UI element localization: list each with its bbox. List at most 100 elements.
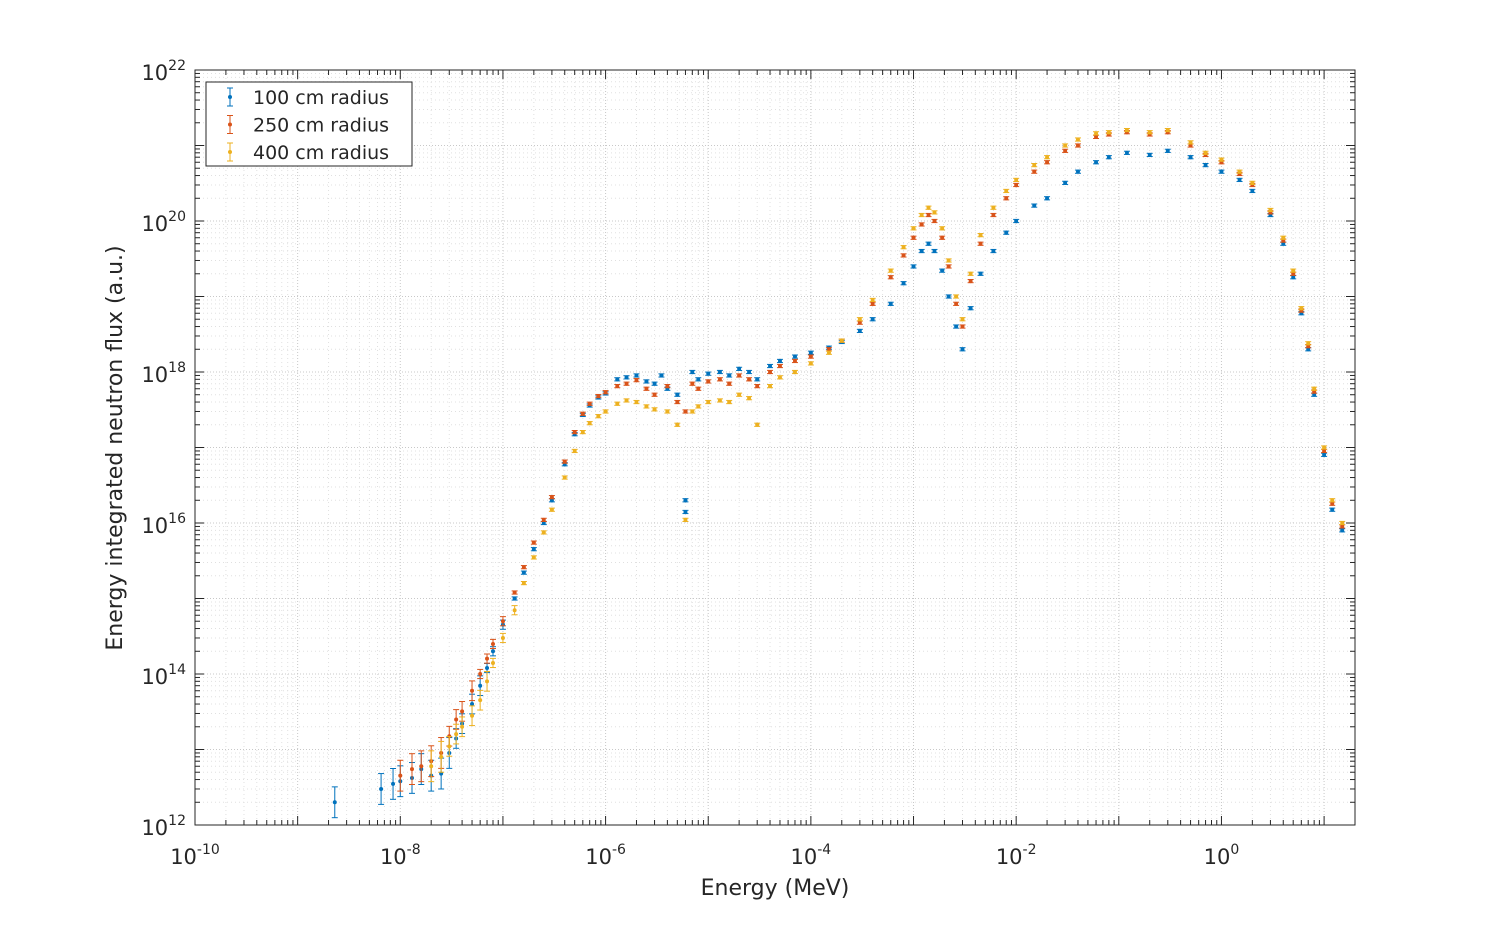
data-point [511, 596, 518, 601]
data-marker [580, 411, 585, 416]
data-marker [419, 764, 424, 769]
data-point [925, 241, 932, 246]
data-marker [747, 396, 752, 401]
data-point [856, 328, 863, 334]
data-marker [644, 404, 649, 409]
data-point [614, 377, 621, 382]
data-marker [727, 381, 732, 386]
data-marker [1237, 169, 1242, 174]
data-point [477, 668, 484, 680]
data-point [900, 253, 907, 258]
data-point [579, 411, 586, 416]
data-marker [512, 596, 517, 601]
data-point [1249, 188, 1256, 194]
data-marker [644, 379, 649, 384]
data-point [1218, 169, 1225, 174]
data-marker [926, 205, 931, 210]
data-point [1321, 445, 1328, 450]
data-point [1187, 155, 1194, 160]
data-point [967, 278, 974, 284]
data-marker [500, 619, 505, 624]
x-axis-title: Energy (MeV) [701, 876, 850, 901]
data-point [887, 275, 894, 280]
data-point [931, 218, 938, 224]
data-point [910, 264, 917, 269]
data-point [682, 409, 689, 414]
data-point [561, 459, 568, 464]
legend[interactable]: 100 cm radius 250 cm radius 400 cm radius [205, 81, 413, 167]
data-point [1044, 160, 1051, 165]
data-point [931, 248, 938, 254]
data-point [579, 429, 586, 435]
data-point [754, 384, 761, 389]
data-marker [549, 495, 554, 500]
data-point [807, 361, 814, 366]
data-marker [755, 377, 760, 382]
data-marker [737, 392, 742, 397]
data-marker [1032, 169, 1037, 174]
data-marker [1250, 188, 1255, 193]
data-marker [991, 205, 996, 210]
y-axis-title: Energy integrated neutron flux (a.u.) [103, 245, 128, 650]
data-marker [439, 754, 444, 759]
data-point [689, 369, 696, 375]
data-marker [485, 656, 490, 661]
data-marker [596, 394, 601, 399]
data-marker [911, 264, 916, 269]
data-point [469, 680, 476, 702]
data-point [695, 386, 702, 391]
data-point [791, 358, 798, 364]
data-marker [717, 377, 722, 382]
data-point [682, 498, 689, 503]
data-point [791, 369, 798, 375]
data-point [651, 392, 658, 397]
data-point [767, 369, 774, 375]
data-marker [777, 358, 782, 363]
data-marker [562, 459, 567, 464]
data-point [378, 773, 385, 805]
data-marker [1045, 196, 1050, 201]
data-point [869, 317, 876, 322]
data-marker [490, 649, 495, 654]
data-marker [478, 683, 483, 688]
data-marker [549, 498, 554, 503]
data-marker [940, 226, 945, 231]
data-marker [960, 317, 965, 322]
data-point [1062, 143, 1069, 148]
data-point [716, 398, 723, 403]
data-point [689, 409, 696, 414]
data-point [959, 324, 966, 329]
data-point [658, 373, 665, 378]
data-marker [911, 226, 916, 231]
data-point [791, 354, 798, 359]
data-point [953, 301, 960, 306]
data-marker [470, 688, 475, 693]
data-marker [737, 373, 742, 378]
data-point [571, 429, 578, 435]
data-marker [901, 281, 906, 286]
data-point [643, 379, 650, 384]
data-point [945, 264, 952, 269]
legend-label: 250 cm radius [253, 115, 389, 137]
data-marker [634, 400, 639, 405]
data-marker [1312, 392, 1317, 397]
data-marker [696, 377, 701, 382]
data-point [1003, 188, 1010, 194]
data-marker [792, 370, 797, 374]
data-point [990, 212, 997, 218]
data-point [489, 657, 496, 669]
data-marker [470, 713, 475, 718]
data-marker [1322, 445, 1327, 450]
data-marker [1291, 268, 1296, 273]
data-marker [737, 366, 742, 371]
data-point [705, 371, 712, 376]
data-marker [485, 666, 490, 671]
data-marker [1299, 306, 1304, 311]
data-marker [652, 392, 657, 397]
data-point [540, 530, 547, 535]
data-marker [1032, 163, 1037, 168]
data-marker [1045, 155, 1050, 160]
data-point [1164, 127, 1171, 133]
data-point [1249, 180, 1256, 185]
data-marker [500, 635, 505, 640]
